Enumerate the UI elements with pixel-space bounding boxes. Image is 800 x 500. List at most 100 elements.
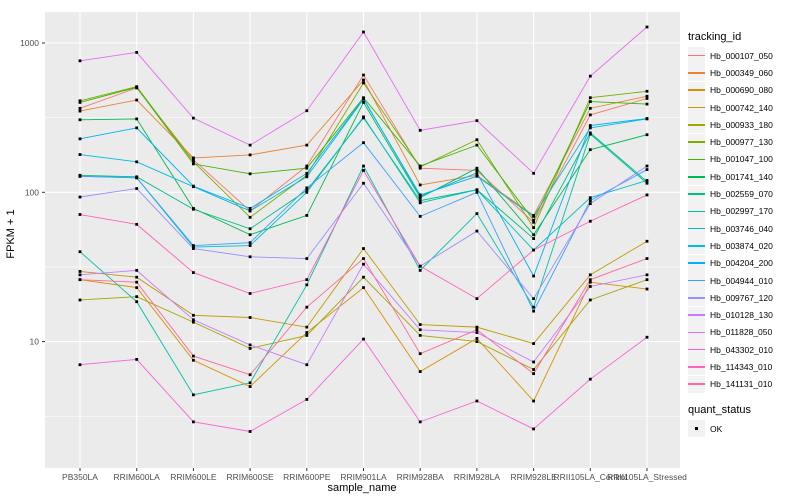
data-point-Hb_003746_040 (305, 190, 309, 194)
legend-key-line-icon (688, 297, 705, 299)
legend-key-swatch (688, 272, 705, 289)
data-point-Hb_000349_060 (418, 183, 422, 187)
x-tick-label: RRII105LA_Stressed (607, 472, 687, 482)
data-point-Hb_043302_010 (362, 337, 365, 341)
legend-item-label: Hb_114343_010 (710, 361, 773, 372)
data-point-Hb_000107_050 (588, 113, 592, 117)
plot-panel-background (45, 12, 680, 468)
data-point-Hb_141131_010 (192, 354, 195, 358)
data-point-Hb_000977_130 (588, 96, 592, 100)
legend-key-line-icon (688, 227, 705, 230)
data-point-Hb_009767_120 (532, 297, 535, 301)
data-point-Hb_000349_060 (192, 156, 195, 160)
legend-item: Hb_011828_050 (688, 323, 800, 341)
data-point-Hb_003874_020 (305, 175, 309, 179)
legend-item: Hb_000977_130 (688, 133, 800, 151)
data-point-Hb_114343_010 (78, 213, 82, 216)
x-axis-title: sample_name (327, 482, 396, 494)
x-tick-label: RRII105LA_Control (553, 472, 627, 482)
legend-item: Hb_009767_120 (688, 289, 800, 307)
data-point-Hb_011828_050 (588, 74, 592, 78)
data-point-Hb_000690_080 (418, 370, 422, 373)
data-point-Hb_003746_040 (248, 244, 252, 247)
legend-key-swatch (688, 254, 705, 272)
data-point-Hb_000933_180 (248, 347, 252, 350)
legend-item-label: Hb_011828_050 (710, 327, 773, 338)
data-point-Hb_000690_080 (475, 337, 479, 340)
data-point-Hb_043302_010 (645, 335, 649, 339)
data-point-Hb_000690_080 (192, 358, 195, 362)
legend-key-line-icon (688, 193, 705, 195)
legend-key-line-icon (688, 210, 705, 213)
data-point-Hb_000742_140 (305, 325, 309, 329)
x-tick-label: RRIM600LA (114, 472, 161, 482)
data-point-Hb_004944_010 (418, 214, 422, 218)
data-point-Hb_001741_140 (475, 166, 479, 170)
data-point-Hb_000933_180 (78, 298, 82, 302)
data-point-Hb_000349_060 (645, 94, 649, 98)
data-point-Hb_114343_010 (192, 271, 195, 274)
data-point-Hb_001047_100 (192, 162, 195, 166)
data-point-Hb_009767_120 (305, 257, 309, 260)
data-point-Hb_003746_040 (475, 188, 479, 192)
legend-title-quant-status: quant_status (688, 403, 751, 416)
data-point-Hb_004944_010 (475, 190, 479, 194)
legend-key-swatch (688, 47, 705, 65)
data-point-Hb_003874_020 (475, 174, 479, 178)
legend-item: Hb_000349_060 (688, 64, 800, 82)
data-point-Hb_010128_130 (532, 360, 535, 364)
data-point-Hb_002559_070 (305, 188, 309, 192)
data-point-Hb_009767_120 (362, 181, 365, 185)
legend-item: Hb_003874_020 (688, 237, 800, 255)
legend-key-swatch (688, 116, 705, 134)
legend-item-label: Hb_001741_140 (710, 171, 773, 182)
data-point-Hb_003874_020 (588, 126, 592, 130)
legend-key-swatch (688, 358, 705, 376)
data-point-Hb_000933_180 (532, 368, 535, 371)
legend: tracking_id Hb_000107_050 Hb_000349_060 Hb… (688, 30, 800, 438)
data-point-Hb_003746_040 (645, 179, 649, 182)
legend-key-line-icon (688, 106, 705, 109)
black-square-point-icon (694, 426, 699, 431)
legend-item-label: Hb_002559_070 (710, 189, 773, 200)
data-point-Hb_011828_050 (248, 143, 252, 147)
data-point-Hb_002997_170 (418, 268, 422, 272)
data-point-Hb_114343_010 (248, 292, 252, 295)
data-point-Hb_010128_130 (475, 331, 479, 334)
legend-item-label: Hb_000977_130 (710, 137, 773, 148)
data-point-Hb_001741_140 (305, 214, 309, 217)
legend-key-line-icon (688, 175, 705, 178)
data-point-Hb_004204_200 (248, 207, 252, 210)
data-point-Hb_000349_060 (78, 109, 82, 113)
data-point-Hb_001047_100 (645, 102, 649, 106)
data-point-Hb_004944_010 (248, 241, 252, 245)
data-point-Hb_141131_010 (588, 278, 592, 282)
legend-item: Hb_000742_140 (688, 99, 800, 117)
legend-item-label: Hb_000349_060 (710, 67, 773, 78)
legend-item: Hb_000107_050 (688, 47, 800, 65)
data-point-Hb_000977_130 (305, 173, 309, 177)
data-point-Hb_000349_060 (362, 78, 365, 82)
data-point-Hb_141131_010 (532, 372, 535, 376)
data-point-Hb_002997_170 (645, 181, 649, 185)
legend-item-label: Hb_004944_010 (710, 275, 773, 286)
data-point-Hb_001741_140 (248, 233, 252, 237)
legend-key-swatch (688, 133, 705, 151)
data-point-Hb_009767_120 (588, 202, 592, 206)
legend-item-label: Hb_001047_100 (710, 154, 773, 165)
legend-key-swatch (688, 202, 705, 220)
legend-item-label: Hb_000107_050 (710, 50, 773, 61)
legend-key-swatch (688, 168, 705, 186)
data-point-Hb_000977_130 (192, 160, 195, 164)
data-point-Hb_000742_140 (192, 313, 195, 317)
legend-key-swatch (688, 306, 705, 324)
data-point-Hb_000107_050 (305, 164, 309, 168)
data-point-Hb_000977_130 (475, 138, 479, 142)
data-point-Hb_000349_060 (588, 106, 592, 110)
data-point-Hb_002997_170 (135, 300, 139, 304)
legend-item: Hb_001741_140 (688, 168, 800, 186)
data-point-Hb_003874_020 (78, 153, 82, 156)
legend-item: Hb_010128_130 (688, 306, 800, 324)
data-point-Hb_002997_170 (362, 164, 365, 168)
